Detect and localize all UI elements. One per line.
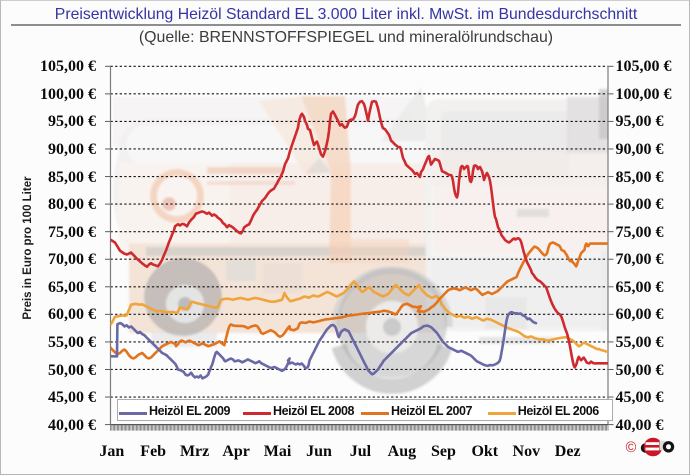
svg-text:©: © — [626, 440, 637, 456]
